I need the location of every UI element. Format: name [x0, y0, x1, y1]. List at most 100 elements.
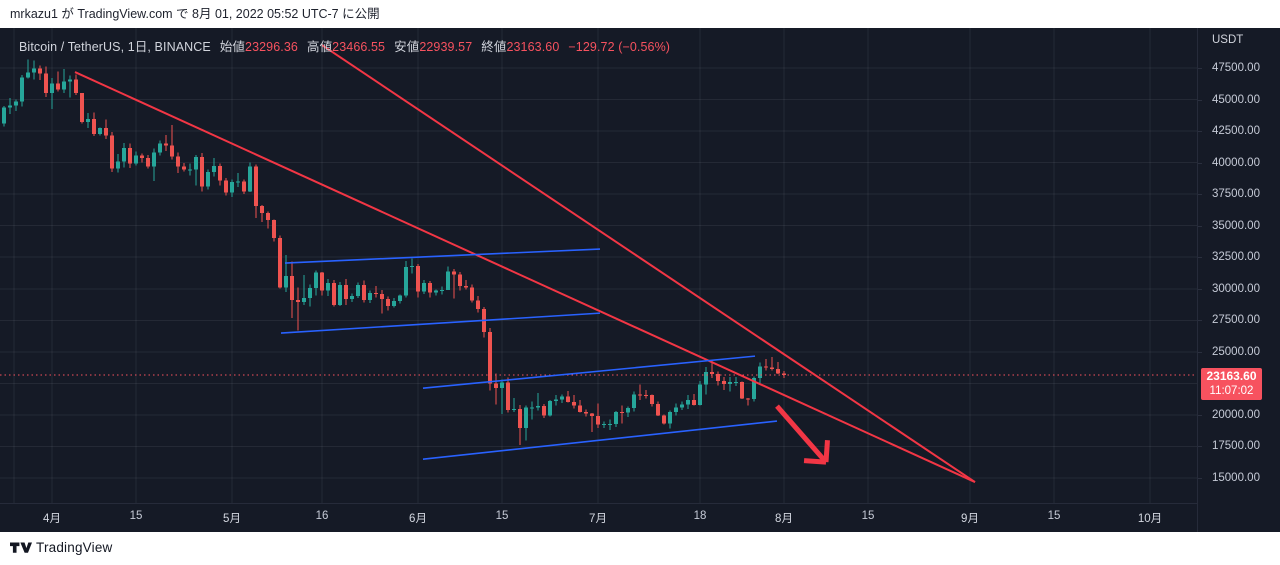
candle [500, 379, 504, 414]
candle [134, 151, 138, 166]
candle [596, 403, 600, 428]
candle [392, 297, 396, 308]
candle [584, 409, 588, 417]
candle [536, 393, 540, 411]
price-axis[interactable]: USDT 47500.00 45000.00 42500.00 40000.00 375… [1197, 28, 1280, 532]
candle [410, 258, 414, 274]
candle [164, 134, 168, 152]
price-tick-label: 15000.00 [1212, 472, 1260, 484]
candle [56, 71, 60, 92]
time-tick-label: 7月 [589, 513, 607, 525]
may-channel-upper[interactable] [284, 248, 601, 264]
legend: Bitcoin / TetherUS, 1日, BINANCE 始値23296.3… [19, 36, 670, 55]
downtrend-line-steep[interactable] [321, 44, 976, 483]
candle [398, 294, 402, 304]
candle [758, 362, 762, 383]
candle [230, 179, 234, 197]
candle [92, 112, 96, 136]
candle [14, 99, 18, 111]
candle [272, 219, 276, 242]
candle [248, 162, 252, 193]
chart-canvas[interactable] [0, 28, 1197, 503]
attribution-username[interactable]: mrkazu1 [10, 7, 58, 21]
candle [614, 410, 618, 427]
candle [212, 157, 216, 177]
candle [560, 394, 564, 404]
candle [44, 66, 48, 97]
may-channel-lower[interactable] [280, 312, 601, 334]
price-tick-mark [1198, 194, 1202, 196]
candle [746, 398, 750, 406]
price-tick-label: 45000.00 [1212, 93, 1260, 106]
drawings-layer [74, 44, 976, 483]
downtrend-line-major[interactable] [74, 71, 976, 483]
candle [314, 270, 318, 296]
candle [350, 293, 354, 303]
ohlc-open: 始値23296.36 [220, 40, 298, 54]
price-tick-mark [1198, 288, 1202, 290]
candle [242, 179, 246, 194]
grid-layer [0, 28, 1197, 503]
candle [152, 148, 156, 181]
candle [626, 406, 630, 418]
candle [332, 279, 336, 307]
tradingview-brand[interactable]: TradingView [36, 540, 113, 555]
candle [38, 65, 42, 80]
candle [128, 143, 132, 169]
candle [188, 163, 192, 176]
candle [518, 404, 522, 446]
candle [176, 152, 180, 173]
price-tick-label: 30000.00 [1212, 282, 1260, 295]
time-axis[interactable]: 4月 15 5月 16 6月 15 7月 18 8月 15 9月 15 10月 [0, 503, 1197, 532]
chart-region: Bitcoin / TetherUS, 1日, BINANCE 始値23296.3… [0, 28, 1280, 532]
candle [296, 287, 300, 331]
candle [218, 163, 222, 186]
candle [368, 290, 372, 303]
summer-channel-upper[interactable] [422, 355, 756, 389]
price-tick-mark [1198, 320, 1202, 322]
summer-channel-lower[interactable] [422, 420, 778, 460]
candle [692, 393, 696, 406]
candle [602, 421, 606, 429]
candle [32, 60, 36, 80]
candle [356, 282, 360, 299]
last-price-value: 23163.60 [1206, 369, 1257, 383]
candle [770, 356, 774, 371]
tradingview-logo-icon[interactable] [10, 540, 32, 556]
candle [260, 204, 264, 223]
bar-countdown: 11:07:02 [1209, 385, 1254, 397]
candle [524, 405, 528, 441]
candle [578, 399, 582, 413]
price-tick-label: 32500.00 [1212, 251, 1260, 264]
low-label: 安値 [394, 40, 420, 54]
candle [116, 153, 120, 173]
time-tick-label: 15 [129, 510, 143, 522]
attribution-bar: mrkazu1 が TradingView.com で 8月 01, 2022 … [0, 0, 1280, 28]
candle [266, 211, 270, 229]
candle [170, 124, 174, 160]
attribution-site-link[interactable]: TradingView.com [77, 7, 173, 21]
candle [440, 286, 444, 295]
time-tick-label: 15 [1047, 510, 1061, 522]
price-tick-label: 35000.00 [1212, 219, 1260, 232]
candle [74, 74, 78, 96]
candle [464, 280, 468, 290]
candle [476, 296, 480, 313]
plot-area[interactable] [0, 28, 1197, 503]
candle [452, 269, 456, 299]
low-value: 22939.57 [419, 40, 473, 54]
candle [380, 290, 384, 314]
last-price-label: 23163.60 11:07:02 [1201, 368, 1262, 400]
time-tick-label: 9月 [961, 513, 979, 525]
candle [122, 142, 126, 168]
candle [494, 373, 498, 405]
down-arrow-drawing[interactable] [775, 404, 830, 465]
candle [506, 377, 510, 413]
price-tick-label: 40000.00 [1212, 156, 1260, 169]
candle [344, 278, 348, 306]
time-tick-label: 15 [861, 510, 875, 522]
candle [254, 164, 258, 219]
candle [482, 307, 486, 338]
candle [302, 275, 306, 306]
candle [278, 235, 282, 289]
